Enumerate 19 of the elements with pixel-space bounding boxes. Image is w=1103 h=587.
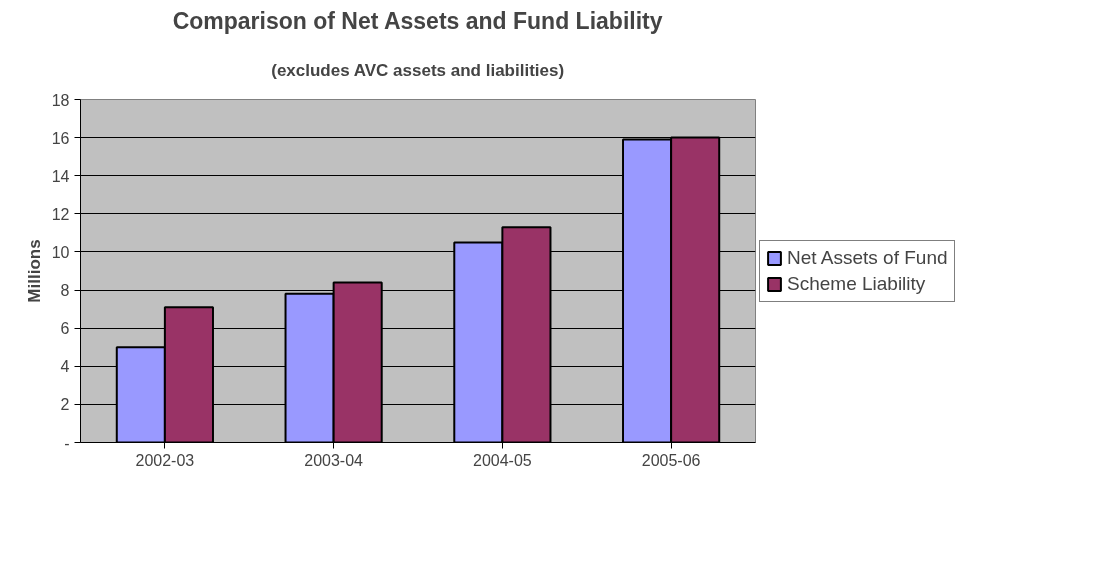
- y-tick-label: 8: [60, 282, 70, 300]
- y-axis-title: Millions: [24, 239, 44, 303]
- y-tick-label: 14: [51, 167, 70, 185]
- y-tick-label: 16: [51, 129, 70, 147]
- y-tick-label: 10: [51, 243, 70, 261]
- y-tick-label: 6: [60, 320, 70, 338]
- chart-subtitle: (excludes AVC assets and liabilities): [271, 60, 565, 80]
- y-tick-label: 12: [51, 205, 70, 223]
- legend-label: Scheme Liability: [787, 272, 926, 295]
- y-tick-label: 4: [60, 358, 70, 376]
- x-tick-label: 2003-04: [304, 451, 364, 469]
- x-tick-label: 2002-03: [135, 451, 195, 469]
- legend-label: Net Assets of Fund: [787, 246, 948, 269]
- y-tick-label: 2: [60, 396, 70, 414]
- y-tick-label: 18: [51, 91, 70, 109]
- chart-title: Comparison of Net Assets and Fund Liability: [172, 7, 663, 34]
- x-tick-label: 2005-06: [641, 451, 701, 469]
- y-tick-label: -: [64, 434, 70, 452]
- x-tick-label: 2004-05: [473, 451, 532, 469]
